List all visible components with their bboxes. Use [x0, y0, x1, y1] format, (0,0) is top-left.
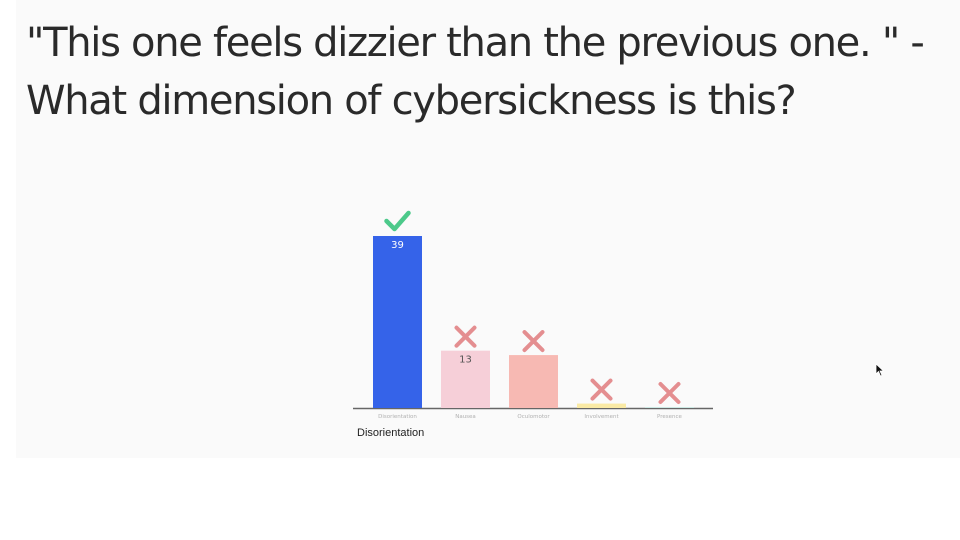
tick-label-oculomotor: Oculomotor: [517, 414, 550, 420]
bar-presence: [645, 407, 694, 408]
answer-label: Disorientation: [357, 427, 425, 439]
incorrect-cross-icon: [590, 378, 613, 401]
results-bar-chart: 39 Disorientation 13 Nausea Oculomotor Involv…: [353, 210, 713, 420]
incorrect-cross-icon: [522, 330, 545, 353]
data-label-nausea: 13: [459, 355, 472, 366]
correct-check-icon: [384, 210, 411, 232]
bar-nausea: [441, 350, 490, 408]
tick-label-nausea: Nausea: [455, 414, 476, 420]
data-label-disorientation: 39: [391, 240, 404, 251]
tick-label-disorientation: Disorientation: [378, 414, 417, 420]
question-text: "This one feels dizzier than the previou…: [26, 20, 925, 124]
bar-involvement: [577, 403, 626, 408]
incorrect-cross-icon: [454, 325, 477, 348]
incorrect-cross-icon: [658, 382, 681, 404]
mouse-cursor-icon: [875, 363, 885, 377]
tick-label-involvement: Involvement: [584, 414, 619, 420]
bar-disorientation: [373, 236, 422, 408]
tick-label-presence: Presence: [657, 414, 683, 420]
bar-oculomotor: [509, 355, 558, 408]
